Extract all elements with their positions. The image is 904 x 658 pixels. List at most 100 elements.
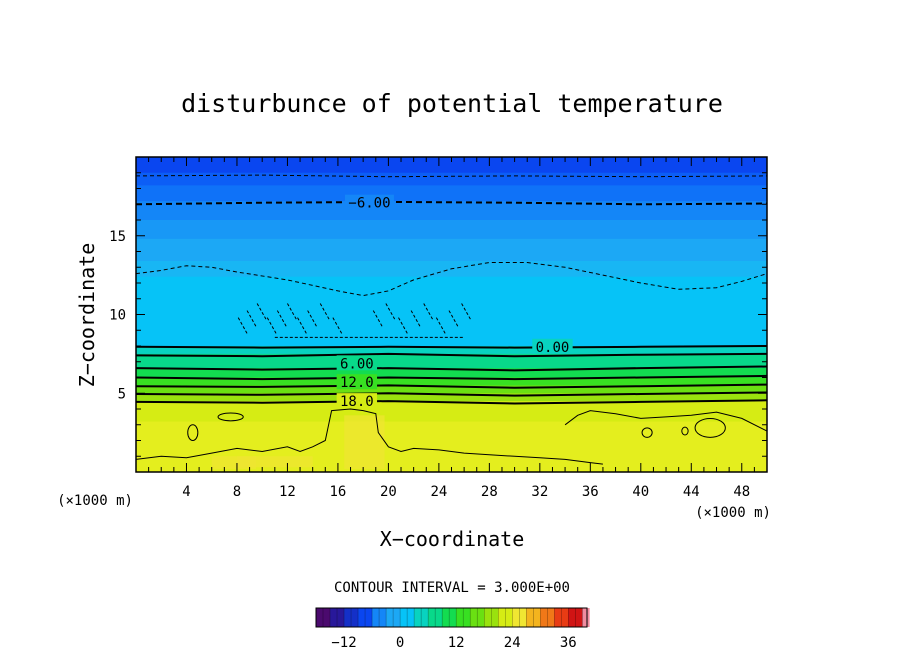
colorbar-cell [435, 608, 443, 627]
contour-label-bg [336, 393, 378, 409]
colorbar-cell [358, 608, 366, 627]
colorbar-cell [428, 608, 436, 627]
colorbar-tick-label: 24 [504, 635, 521, 651]
colorbar-cell [505, 608, 513, 627]
colorbar-cell [519, 608, 527, 627]
colorbar-cell [463, 608, 471, 627]
colorbar-cell [533, 608, 541, 627]
colorbar-tick-label: 0 [396, 635, 404, 651]
color-band [136, 393, 767, 402]
color-band [136, 346, 767, 355]
x-tick-label: 40 [632, 484, 649, 500]
y-unit-label: (×1000 m) [57, 493, 133, 509]
colorbar-cell [393, 608, 401, 627]
dashed-eddy [256, 303, 267, 320]
dashed-eddy [385, 303, 396, 320]
y-tick-label: 10 [109, 308, 126, 324]
dashed-eddy [461, 303, 471, 320]
x-tick-label: 48 [733, 484, 750, 500]
colorbar-cell [330, 608, 338, 627]
colorbar-cell [449, 608, 457, 627]
contour-label: 6.00 [340, 356, 374, 372]
color-band [136, 353, 767, 369]
colorbar-cell [568, 608, 576, 627]
contour-line [136, 345, 767, 349]
x-tick-label: 44 [683, 484, 700, 500]
color-band [136, 185, 767, 202]
contour-line [136, 352, 767, 358]
contour-island [187, 424, 199, 441]
x-tick-label: 16 [329, 484, 346, 500]
field-layer: −6.00 0.00 6.00 12.0 18.0 [136, 157, 767, 472]
x-tick-label: 4 [182, 484, 190, 500]
color-band [136, 385, 767, 394]
warm-patch [236, 456, 313, 468]
contour-line [136, 262, 767, 297]
colorbar-tick-label: −12 [331, 635, 356, 651]
chart-title: disturbunce of potential temperature [181, 89, 723, 118]
contour-line [136, 391, 767, 397]
colorbar-cell [421, 608, 429, 627]
colorbar-cell [400, 608, 408, 627]
contour-line [136, 365, 767, 372]
contour-label-bg [344, 194, 394, 210]
colorbar-tick-label: 12 [448, 635, 465, 651]
colorbar-cell [547, 608, 555, 627]
contour-label-bg [532, 338, 573, 354]
color-band [136, 172, 767, 186]
contour-line [136, 374, 767, 381]
color-band [136, 201, 767, 221]
contour-label: 0.00 [536, 340, 570, 356]
contour-island [641, 427, 653, 438]
colorbar-cell [498, 608, 506, 627]
contour-interval-text: CONTOUR INTERVAL = 3.000E+00 [334, 580, 570, 596]
colorbar-cell [491, 608, 499, 627]
contour-island [681, 426, 689, 436]
color-band [136, 238, 767, 262]
dashed-eddy [398, 317, 408, 334]
x-tick-label: 28 [481, 484, 498, 500]
contour-label: 12.0 [340, 375, 374, 391]
dashed-eddy [307, 310, 317, 327]
warm-patch [344, 415, 385, 469]
colorbar-tick-label: 36 [560, 635, 577, 651]
colorbar-cell [365, 608, 373, 627]
colorbar-frame [315, 607, 588, 628]
y-axis-label: Z−coordinate [75, 243, 99, 388]
contour-label: −6.00 [348, 196, 390, 212]
colorbar-cell [351, 608, 359, 627]
dashed-eddy [297, 317, 307, 334]
color-band [136, 401, 767, 423]
color-band [136, 220, 767, 240]
dashed-eddy [266, 317, 277, 334]
colorbar: −12 0 12 24 36 [315, 607, 590, 651]
x-tick-label: 20 [380, 484, 397, 500]
contour-line [136, 174, 767, 178]
contour-island [217, 412, 244, 422]
colorbar-cell [540, 608, 548, 627]
colorbar-cell [442, 608, 450, 627]
x-tick-label: 8 [233, 484, 241, 500]
colorbar-cell [386, 608, 394, 627]
contour-island [694, 417, 726, 438]
x-unit-label: (×1000 m) [695, 505, 771, 521]
colorbar-cell [526, 608, 534, 627]
x-tick-label: 36 [582, 484, 599, 500]
dashed-eddy [372, 310, 383, 327]
colorbar-cell [575, 608, 583, 627]
dashed-eddy [410, 310, 421, 327]
dashed-eddy [448, 310, 459, 327]
colorbar-cell [582, 608, 590, 627]
contour-label: 18.0 [340, 394, 374, 410]
x-tick-label: 12 [279, 484, 296, 500]
y-tick-label: 5 [118, 386, 126, 402]
dashed-eddy [246, 310, 257, 327]
x-tick-label: 24 [430, 484, 447, 500]
color-band [136, 377, 767, 386]
contour-line [136, 399, 767, 405]
colorbar-cell [407, 608, 415, 627]
colorbar-cell [554, 608, 562, 627]
contour-line [564, 410, 767, 432]
